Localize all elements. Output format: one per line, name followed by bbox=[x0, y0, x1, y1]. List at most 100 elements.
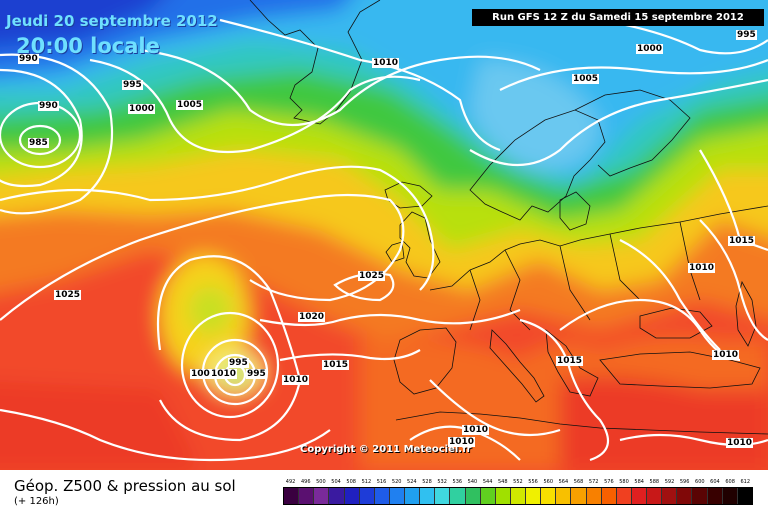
legend-label: 504 bbox=[331, 479, 341, 485]
legend-label: 532 bbox=[437, 479, 447, 485]
legend-label: 592 bbox=[664, 479, 675, 485]
legend-swatch bbox=[420, 488, 436, 504]
legend-label: 544 bbox=[482, 479, 493, 485]
isobar-label-1005-a: 1005 bbox=[176, 100, 204, 110]
copyright-text: Copyright © 2011 Meteociel.fr bbox=[300, 444, 472, 455]
legend-label: 572 bbox=[588, 479, 599, 485]
legend-swatch bbox=[314, 488, 330, 504]
map-title: Géop. Z500 & pression au sol bbox=[14, 477, 236, 495]
isobar-label-1000-a: 1000 bbox=[128, 104, 156, 114]
legend-swatch bbox=[405, 488, 421, 504]
isobar-label-990-a: 990 bbox=[18, 54, 39, 64]
legend-label: 564 bbox=[558, 479, 569, 485]
legend-swatch bbox=[692, 488, 708, 504]
legend-swatch bbox=[329, 488, 345, 504]
isobar-label-995-d: 995 bbox=[246, 369, 267, 379]
map-area: Jeudi 20 septembre 2012 20:00 locale Run… bbox=[0, 0, 768, 470]
legend-swatch bbox=[647, 488, 663, 504]
isobar-label-990-b: 990 bbox=[38, 101, 59, 111]
z500-color-field bbox=[0, 0, 768, 470]
legend-label: 524 bbox=[407, 479, 417, 485]
legend-swatch bbox=[389, 488, 405, 504]
legend-swatch bbox=[465, 488, 481, 504]
legend-swatch bbox=[510, 488, 526, 504]
legend-swatch bbox=[495, 488, 511, 504]
legend-swatch bbox=[435, 488, 451, 504]
legend-label: 496 bbox=[300, 479, 311, 485]
isobar-label-1010-d: 1010 bbox=[688, 263, 716, 273]
legend-label: 556 bbox=[528, 479, 538, 485]
legend-label: 608 bbox=[725, 479, 735, 485]
legend-swatch bbox=[526, 488, 542, 504]
model-run-label: Run GFS 12 Z du Samedi 15 septembre 2012 bbox=[472, 9, 764, 26]
isobar-label-985: 985 bbox=[28, 138, 49, 148]
legend-label: 528 bbox=[422, 479, 432, 485]
legend-label: 536 bbox=[452, 479, 463, 485]
legend-label: 520 bbox=[391, 479, 402, 485]
isobar-label-1005-c: 1005 bbox=[190, 369, 218, 379]
legend-label: 596 bbox=[679, 479, 690, 485]
legend-swatch bbox=[556, 488, 572, 504]
map-footer: Géop. Z500 & pression au sol (+ 126h) 49… bbox=[0, 470, 768, 512]
legend-swatch bbox=[359, 488, 375, 504]
legend-swatch bbox=[616, 488, 632, 504]
legend-label: 584 bbox=[634, 479, 644, 485]
isobar-label-1010-f: 1010 bbox=[462, 425, 490, 435]
legend-swatch bbox=[707, 488, 723, 504]
isobar-label-1015-c: 1015 bbox=[556, 356, 584, 366]
legend-swatch bbox=[571, 488, 587, 504]
legend-label: 580 bbox=[619, 479, 629, 485]
legend-swatch bbox=[541, 488, 557, 504]
legend-swatch bbox=[601, 488, 617, 504]
legend-swatch bbox=[450, 488, 466, 504]
legend-label: 516 bbox=[376, 479, 387, 485]
isobar-label-1010-e: 1010 bbox=[712, 350, 740, 360]
legend-swatch bbox=[480, 488, 496, 504]
isobar-label-1010-b: 1010 bbox=[282, 375, 310, 385]
isobar-label-1000-b: 1000 bbox=[636, 44, 664, 54]
legend-label: 600 bbox=[695, 479, 705, 485]
legend-label: 492 bbox=[285, 479, 296, 485]
forecast-lead-time: (+ 126h) bbox=[14, 496, 59, 507]
legend-label: 540 bbox=[467, 479, 478, 485]
isobar-label-1010-g: 1010 bbox=[448, 437, 476, 447]
isobar-label-995-a: 995 bbox=[122, 80, 143, 90]
legend-label: 612 bbox=[740, 479, 751, 485]
legend-label: 508 bbox=[346, 479, 356, 485]
legend-swatch bbox=[586, 488, 602, 504]
isobar-label-995-b: 995 bbox=[736, 30, 757, 40]
legend-swatch bbox=[737, 488, 752, 504]
isobar-label-995-c: 995 bbox=[228, 358, 249, 368]
isobar-label-1015-b: 1015 bbox=[728, 236, 756, 246]
geopotential-map bbox=[0, 0, 768, 470]
legend-label: 512 bbox=[361, 479, 372, 485]
legend-swatch bbox=[299, 488, 315, 504]
legend-label: 552 bbox=[513, 479, 523, 485]
legend-swatch bbox=[344, 488, 360, 504]
legend-label: 576 bbox=[604, 479, 614, 485]
isobar-label-1025-b: 1025 bbox=[358, 271, 386, 281]
isobar-label-1025-a: 1025 bbox=[54, 290, 82, 300]
legend-swatch bbox=[662, 488, 678, 504]
legend-label: 548 bbox=[497, 479, 508, 485]
isobar-label-1015-a: 1015 bbox=[322, 360, 350, 370]
legend-swatch bbox=[722, 488, 738, 504]
legend-label: 560 bbox=[543, 479, 553, 485]
forecast-date: Jeudi 20 septembre 2012 bbox=[6, 12, 218, 30]
legend-labels: 492 496 500 504 508 512 516 520 524 528 532 536 540 5… bbox=[283, 477, 753, 487]
legend-swatch bbox=[374, 488, 390, 504]
legend-label: 500 bbox=[316, 479, 326, 485]
isobar-label-1010-a: 1010 bbox=[372, 58, 400, 68]
forecast-time: 20:00 locale bbox=[16, 34, 160, 58]
legend-swatch bbox=[284, 488, 300, 504]
legend-label: 604 bbox=[710, 479, 720, 485]
legend-swatch bbox=[631, 488, 647, 504]
legend-swatch bbox=[677, 488, 693, 504]
legend-label: 588 bbox=[649, 479, 660, 485]
color-legend: 492 496 500 504 508 512 516 520 524 528 532 536 540 5… bbox=[283, 477, 753, 505]
legend-label: 568 bbox=[573, 479, 584, 485]
isobar-label-1005-b: 1005 bbox=[572, 74, 600, 84]
isobar-label-1010-h: 1010 bbox=[726, 438, 754, 448]
isobar-label-1010-c: 1010 bbox=[210, 369, 238, 379]
